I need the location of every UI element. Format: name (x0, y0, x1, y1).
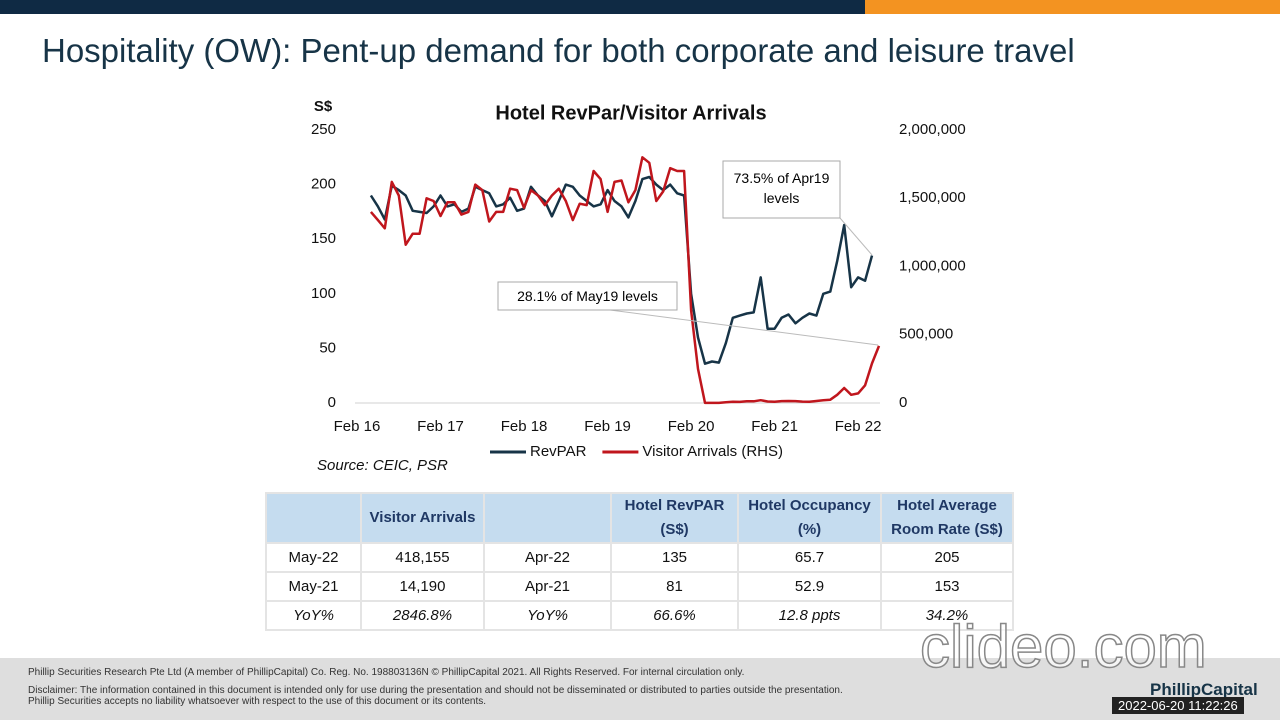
disclaimer: Phillip Securities accepts no liability … (28, 696, 487, 707)
annotation: 73.5% of Apr19 levels (733, 170, 830, 206)
callout-box (497, 281, 678, 311)
legend-label: Visitor Arrivals (RHS) (642, 443, 783, 460)
header-cell (483, 492, 612, 544)
annotation: 28.1% of May19 levels (517, 288, 658, 304)
chart-title: Hotel RevPar/Visitor Arrivals (495, 102, 766, 124)
y-tick-label: 150 (311, 230, 336, 247)
x-tick-label: Feb 18 (501, 418, 548, 435)
table-cell: 418,155 (360, 542, 485, 573)
copyright: Phillip Securities Research Pte Ltd (A m… (28, 667, 745, 678)
table-cell: 66.6% (610, 600, 739, 631)
chart: Hotel RevPar/Visitor Arrivals S$ Source:… (311, 98, 966, 474)
table-cell: Apr-22 (483, 542, 612, 573)
table-cell: May-22 (265, 542, 362, 573)
y2-tick-label: 2,000,000 (899, 121, 966, 138)
y-axis-label: S$ (314, 98, 333, 115)
table-cell: YoY% (265, 600, 362, 631)
logo: PhillipCapital (1150, 680, 1258, 699)
table-cell: 135 (610, 542, 739, 573)
y2-tick-label: 500,000 (899, 326, 953, 343)
header-cell: Hotel RevPAR (S$) (610, 492, 739, 544)
slide-title: Hospitality (OW): Pent-up demand for bot… (42, 32, 1075, 69)
table-header: Visitor Arrivals Hotel RevPAR (S$) Hotel O… (265, 492, 1014, 544)
table-cell: 14,190 (360, 571, 485, 602)
header-cell (265, 492, 362, 544)
data-table: Visitor Arrivals Hotel RevPAR (S$) Hotel O… (265, 492, 1014, 631)
y-tick-label: 250 (311, 121, 336, 138)
callout-box (722, 160, 841, 219)
top-bar-accent (865, 0, 1280, 14)
y-tick-label: 50 (319, 339, 336, 356)
y-tick-label: 0 (328, 394, 336, 411)
x-tick-label: Feb 21 (751, 418, 798, 435)
timestamp: 2022-06-20 11:22:26 (1112, 697, 1244, 714)
table-cell: 205 (880, 542, 1014, 573)
y-tick-label: 200 (311, 176, 336, 193)
series-line (369, 156, 881, 405)
table-cell: 81 (610, 571, 739, 602)
header-cell: Hotel Occupancy (%) (737, 492, 882, 544)
top-bar (0, 0, 865, 14)
x-tick-label: Feb 20 (668, 418, 715, 435)
table-cell: May-21 (265, 571, 362, 602)
table-cell: 52.9 (737, 571, 882, 602)
source: Source: CEIC, PSR (317, 457, 448, 474)
x-tick-label: Feb 17 (417, 418, 464, 435)
header-cell: Hotel Average Room Rate (S$) (880, 492, 1014, 544)
x-tick-label: Feb 16 (334, 418, 381, 435)
table-row: YoY% 2846.8% YoY% 66.6% 12.8 ppts 34.2% (265, 600, 1014, 631)
footer-band (0, 658, 1280, 720)
table-cell: 153 (880, 571, 1014, 602)
x-tick-label: Feb 19 (584, 418, 631, 435)
legend-label: RevPAR (530, 443, 587, 460)
watermark: clideo.com (919, 612, 1207, 681)
table-cell: YoY% (483, 600, 612, 631)
x-tick-label: Feb 22 (835, 418, 882, 435)
y2-tick-label: 1,500,000 (899, 189, 966, 206)
table-cell: 12.8 ppts (737, 600, 882, 631)
table-cell: 34.2% (880, 600, 1014, 631)
callout-line (609, 309, 879, 346)
y2-tick-label: 0 (899, 394, 907, 411)
table-row: May-22 418,155 Apr-22 135 65.7 205 (265, 542, 1014, 573)
callout-line (839, 217, 873, 256)
table-body: May-22 418,155 Apr-22 135 65.7 205 May-21 14,19… (265, 542, 1014, 631)
table-row: May-21 14,190 Apr-21 81 52.9 153 (265, 571, 1014, 602)
table-cell: Apr-21 (483, 571, 612, 602)
disclaimer: Disclaimer: The information contained in… (28, 685, 843, 696)
y-tick-label: 100 (311, 285, 336, 302)
table-cell: 65.7 (737, 542, 882, 573)
header-cell: Visitor Arrivals (360, 492, 485, 544)
y2-tick-label: 1,000,000 (899, 257, 966, 274)
table-cell: 2846.8% (360, 600, 485, 631)
